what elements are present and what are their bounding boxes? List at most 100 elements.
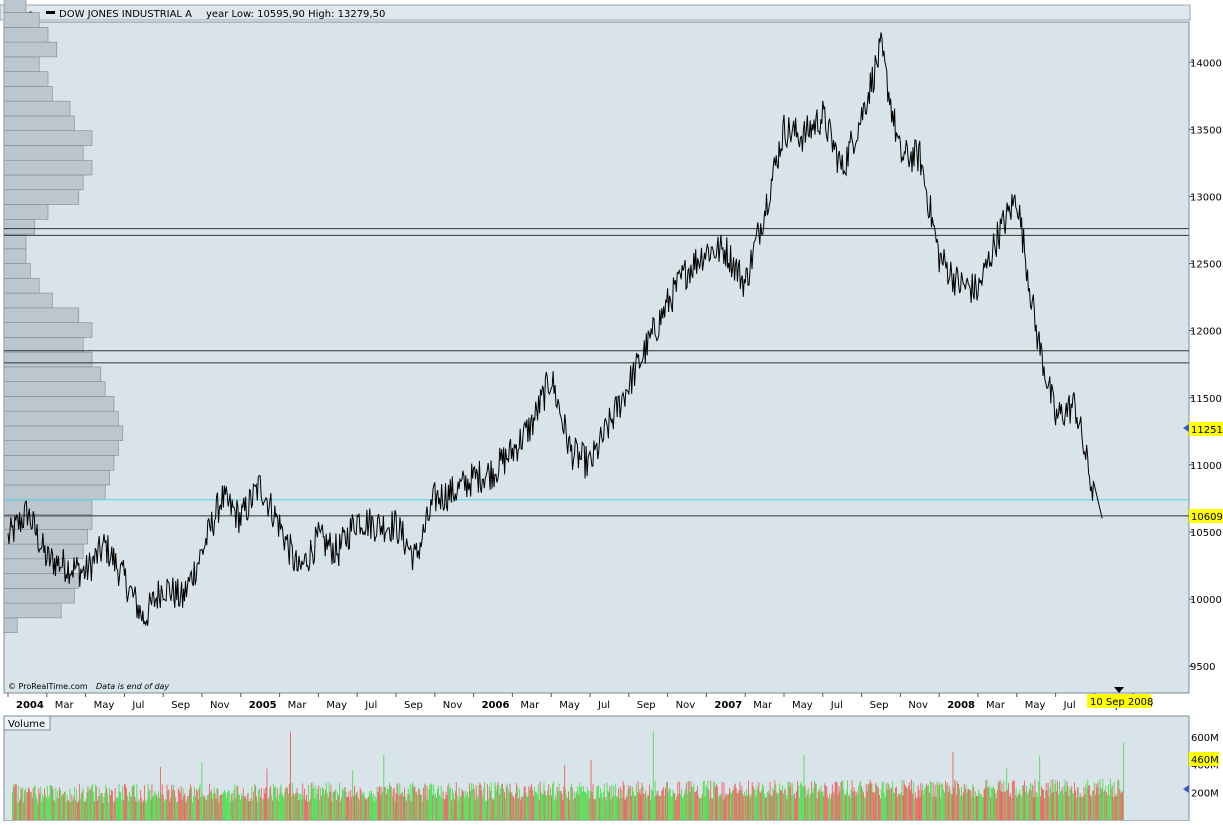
volume-bar: [145, 802, 147, 820]
volume-bar: [423, 785, 425, 820]
volume-bar: [23, 802, 25, 820]
volume-bar: [170, 797, 172, 820]
price-plot-area[interactable]: [3, 21, 1190, 694]
volume-bar: [194, 796, 196, 820]
profile-bar: [3, 130, 93, 146]
volume-bar: [978, 792, 980, 820]
volume-bar: [803, 755, 805, 820]
volume-bar: [265, 787, 267, 820]
volume-bar: [575, 792, 577, 820]
volume-bar: [808, 788, 810, 820]
volume-bar: [49, 784, 51, 820]
volume-bar: [831, 784, 833, 820]
volume-bar: [181, 799, 183, 820]
volume-bar: [425, 798, 427, 820]
volume-bar: [389, 785, 391, 820]
y-tick-label: 12000: [1190, 327, 1222, 338]
volume-bar: [426, 786, 428, 820]
volume-bar: [629, 787, 631, 820]
volume-bar: [993, 786, 994, 820]
volume-bar: [255, 785, 257, 820]
volume-bar: [888, 784, 890, 820]
volume-bar: [712, 798, 714, 820]
volume-bar: [487, 798, 489, 820]
volume-bar: [70, 802, 72, 820]
volume-bar: [955, 781, 957, 820]
volume-bar: [82, 787, 84, 820]
volume-bar: [1079, 793, 1081, 820]
watermark-site: © ProRealTime.com: [8, 682, 88, 691]
volume-bar: [483, 787, 485, 820]
volume-bar: [549, 795, 551, 820]
volume-bar: [732, 789, 734, 820]
volume-bar: [1003, 780, 1005, 820]
volume-bar: [253, 791, 255, 820]
volume-bar: [377, 792, 379, 820]
volume-bar: [451, 800, 453, 820]
volume-bar: [674, 793, 676, 820]
volume-tick-label: 200M: [1191, 788, 1219, 799]
volume-bar: [851, 780, 853, 820]
volume-bar: [925, 787, 927, 820]
volume-bar: [12, 784, 14, 820]
volume-bar: [38, 788, 40, 820]
volume-bar: [577, 786, 579, 820]
volume-bar: [790, 782, 792, 820]
volume-bar: [561, 793, 563, 820]
volume-bar: [340, 797, 342, 820]
volume-bar: [735, 788, 737, 820]
volume-bar: [731, 790, 733, 820]
volume-bar: [386, 794, 388, 820]
x-tick-label: May: [326, 700, 347, 711]
volume-bar: [756, 785, 758, 820]
volume-bar: [83, 801, 85, 820]
volume-bar: [203, 796, 205, 820]
volume-bar: [270, 786, 272, 820]
volume-bar: [478, 785, 480, 820]
volume-bar: [173, 784, 175, 820]
volume-bar: [134, 796, 136, 820]
volume-bar: [898, 793, 900, 820]
volume-bar: [1060, 790, 1062, 820]
volume-bar: [607, 790, 609, 820]
volume-bar: [1108, 795, 1110, 820]
volume-bar: [430, 784, 432, 820]
volume-bar: [431, 783, 433, 820]
volume-bar: [747, 796, 748, 820]
x-tick-label: May: [792, 700, 813, 711]
volume-bar: [557, 790, 559, 820]
volume-bar: [371, 796, 373, 820]
profile-bar: [3, 56, 40, 72]
volume-bar: [942, 783, 944, 820]
volume-bar: [551, 784, 553, 820]
volume-bar: [899, 794, 901, 820]
volume-bar: [464, 798, 466, 820]
profile-bar: [3, 602, 62, 619]
volume-bar: [596, 787, 598, 820]
volume-bar: [56, 797, 58, 820]
volume-bar: [262, 798, 264, 820]
volume-bar: [924, 789, 926, 820]
volume-bar: [44, 788, 45, 820]
volume-bar: [619, 787, 621, 820]
volume-bar: [608, 792, 610, 820]
volume-bar: [1100, 787, 1102, 820]
volume-bar: [585, 793, 587, 820]
volume-bar: [479, 782, 481, 820]
volume-bar: [617, 797, 618, 820]
volume-bar: [962, 792, 964, 820]
volume-bar: [887, 783, 889, 820]
volume-bar: [597, 785, 599, 820]
volume-bar: [1047, 782, 1049, 820]
volume-bar: [180, 786, 182, 820]
volume-bar: [935, 797, 937, 820]
volume-bar: [603, 783, 605, 820]
volume-bar: [1123, 742, 1124, 820]
volume-bar: [384, 786, 386, 820]
volume-bar: [643, 793, 645, 820]
volume-bar: [467, 792, 469, 820]
volume-bar: [488, 786, 490, 820]
volume-bar: [518, 798, 519, 820]
volume-bar: [786, 799, 788, 820]
volume-bar: [324, 789, 326, 820]
